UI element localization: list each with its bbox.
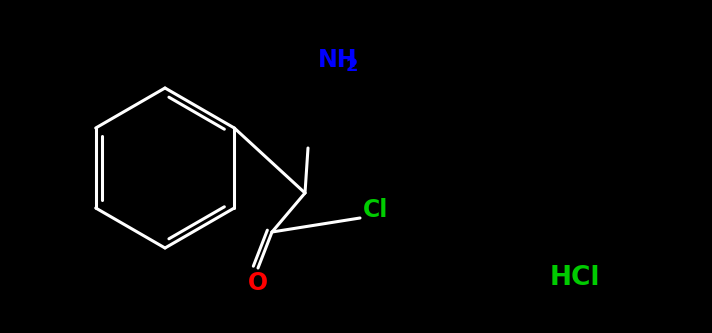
Text: HCl: HCl [550, 265, 600, 291]
Text: O: O [248, 271, 268, 295]
Text: 2: 2 [346, 57, 359, 75]
Text: Cl: Cl [363, 198, 388, 222]
Text: NH: NH [318, 48, 357, 72]
